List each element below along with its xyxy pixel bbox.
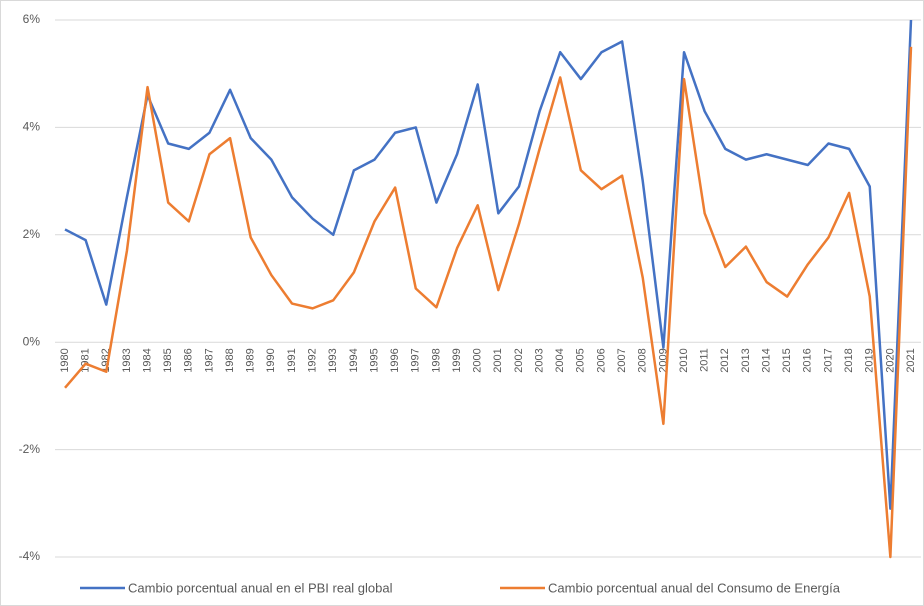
x-tick-label: 2000 xyxy=(472,348,484,372)
x-tick-label: 2015 xyxy=(781,348,793,372)
legend-label: Cambio porcentual anual del Consumo de E… xyxy=(548,580,841,595)
x-tick-label: 1999 xyxy=(451,348,463,372)
x-tick-label: 2008 xyxy=(637,348,649,372)
x-tick-label: 2018 xyxy=(843,348,855,372)
x-tick-label: 2021 xyxy=(905,348,917,372)
x-tick-label: 1998 xyxy=(430,348,442,372)
x-tick-label: 1995 xyxy=(368,348,380,372)
x-tick-label: 2017 xyxy=(822,348,834,372)
x-tick-label: 2004 xyxy=(554,348,566,372)
x-tick-label: 2006 xyxy=(595,348,607,372)
x-tick-label: 1990 xyxy=(265,348,277,372)
x-tick-label: 2020 xyxy=(884,348,896,372)
y-tick-label: 2% xyxy=(23,227,41,241)
x-tick-label: 1987 xyxy=(203,348,215,372)
x-tick-label: 2010 xyxy=(678,348,690,372)
y-tick-label: 6% xyxy=(23,12,41,26)
x-tick-label: 2019 xyxy=(864,348,876,372)
y-tick-label: 0% xyxy=(23,334,41,348)
x-tick-label: 2012 xyxy=(719,348,731,372)
y-tick-label: -4% xyxy=(19,549,41,563)
x-tick-label: 1980 xyxy=(59,348,71,372)
x-tick-label: 2007 xyxy=(616,348,628,372)
x-tick-label: 1983 xyxy=(121,348,133,372)
x-tick-label: 2003 xyxy=(533,348,545,372)
x-tick-label: 1991 xyxy=(286,348,298,372)
x-tick-label: 1988 xyxy=(224,348,236,372)
x-tick-label: 2013 xyxy=(740,348,752,372)
x-tick-label: 2001 xyxy=(492,348,504,372)
series-line xyxy=(64,46,913,559)
x-tick-label: 2002 xyxy=(513,348,525,372)
x-tick-label: 2011 xyxy=(699,348,711,372)
x-tick-label: 2016 xyxy=(802,348,814,372)
x-tick-label: 1986 xyxy=(183,348,195,372)
x-tick-label: 2005 xyxy=(575,348,587,372)
x-tick-label: 1994 xyxy=(348,348,360,372)
x-tick-label: 1997 xyxy=(410,348,422,372)
x-tick-label: 1984 xyxy=(141,348,153,372)
x-tick-label: 1989 xyxy=(245,348,257,372)
y-tick-label: 4% xyxy=(23,120,41,134)
series-line xyxy=(64,19,913,510)
x-tick-label: 1993 xyxy=(327,348,339,372)
x-tick-label: 1992 xyxy=(307,348,319,372)
x-tick-label: 1996 xyxy=(389,348,401,372)
x-tick-label: 2014 xyxy=(760,348,772,372)
legend-label: Cambio porcentual anual en el PBI real g… xyxy=(128,580,393,595)
x-tick-label: 1985 xyxy=(162,348,174,372)
y-tick-label: -2% xyxy=(19,442,41,456)
